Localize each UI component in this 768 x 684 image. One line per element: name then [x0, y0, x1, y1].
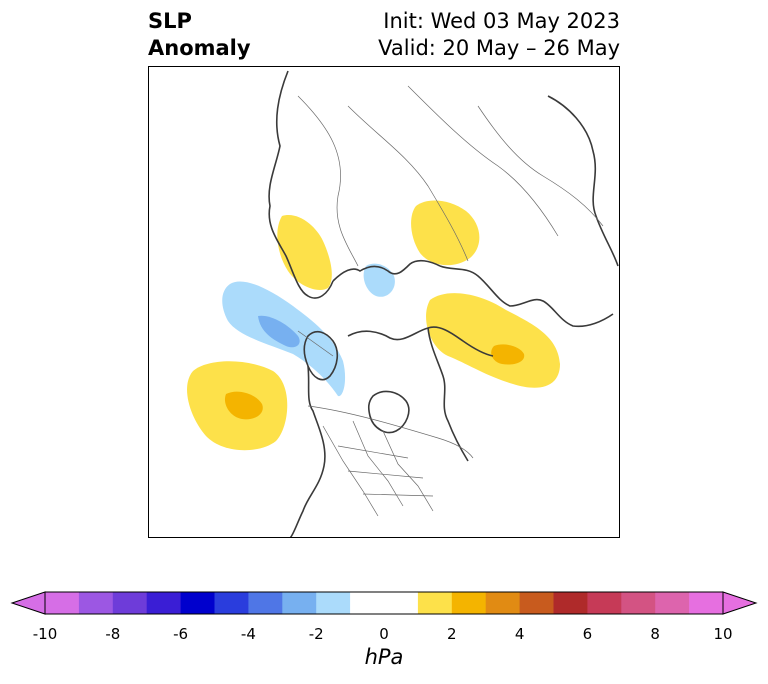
- colorbar-tick-label: -4: [240, 625, 256, 643]
- border-eurasia-1: [297, 95, 359, 267]
- anomaly-positive-pacific-east-core: [491, 344, 525, 365]
- colorbar-cell: [417, 592, 453, 614]
- coast-north-america-west: [427, 327, 469, 462]
- colorbar-tick-label: 6: [582, 625, 593, 643]
- colorbar-cells: [45, 592, 724, 614]
- colorbar-tick-label: -2: [308, 625, 324, 643]
- forecast-dates: Init: Wed 03 May 2023 Valid: 20 May – 26…: [378, 8, 620, 62]
- colorbar-outline: [44, 591, 724, 615]
- colorbar-cell: [316, 592, 351, 614]
- border-us-states-4: [337, 445, 434, 497]
- anomaly-positive-atlantic-south-core: [224, 391, 263, 420]
- map-panel: [148, 66, 620, 539]
- colorbar-cell: [214, 592, 249, 614]
- borders: [297, 85, 604, 517]
- border-canada-us: [307, 405, 474, 459]
- colorbar-cell: [350, 592, 385, 614]
- colorbar-cell: [180, 592, 215, 614]
- colorbar-cell: [553, 592, 588, 614]
- colorbar-cell: [248, 592, 283, 614]
- border-eurasia-2: [347, 105, 469, 262]
- colorbar-unit: hPa: [364, 645, 404, 669]
- colorbar-tick-label: 0: [379, 625, 389, 643]
- title-line-2: Anomaly: [148, 36, 251, 60]
- colorbar-left-arrow: [10, 591, 46, 615]
- coast-scandinavia: [332, 259, 441, 282]
- anomaly-positive-siberia: [411, 200, 480, 266]
- border-us-states-1: [322, 425, 379, 517]
- coast-asia-east: [547, 95, 619, 267]
- coast-north-america-east: [289, 365, 326, 539]
- coast-asia-arctic: [439, 265, 614, 328]
- init-date: Init: Wed 03 May 2023: [383, 9, 620, 33]
- colorbar-cell: [146, 592, 182, 614]
- anomaly-positive-europe: [277, 215, 332, 291]
- border-us-states-2: [352, 420, 404, 507]
- colorbar-cell: [485, 592, 521, 614]
- colorbar-tick-label: 2: [447, 625, 457, 643]
- map-title: SLP Anomaly: [148, 8, 251, 62]
- border-us-states-3: [382, 430, 434, 512]
- border-eurasia-3: [407, 85, 559, 237]
- colorbar-tick-label: 4: [514, 625, 525, 643]
- colorbar-tick-label: 8: [650, 625, 660, 643]
- colorbar-cell: [621, 592, 656, 614]
- polar-map: [148, 66, 620, 539]
- coastlines: [268, 70, 619, 539]
- title-line-1: SLP: [148, 9, 192, 33]
- colorbar-cell: [451, 592, 487, 614]
- colorbar-tick-label: -10: [32, 625, 58, 643]
- border-eurasia-4: [477, 105, 604, 227]
- border-alaska: [297, 330, 334, 357]
- colorbar-cell: [45, 592, 80, 614]
- anomaly-positive-pacific-east: [426, 293, 560, 388]
- colorbar-cell: [112, 592, 148, 614]
- colorbar-tick-label: -6: [173, 625, 189, 643]
- coast-greenland: [303, 330, 339, 381]
- colorbar-cell: [689, 592, 724, 614]
- anomaly-negative-arctic: [363, 263, 395, 297]
- colorbar-cell: [519, 592, 554, 614]
- colorbar-cell: [282, 592, 317, 614]
- colorbar-cell: [587, 592, 622, 614]
- anomaly-shading: [187, 200, 560, 451]
- colorbar-cell: [78, 592, 114, 614]
- colorbar-tick-label: 10: [713, 625, 733, 643]
- coast-hudson-bay: [367, 390, 410, 434]
- anomaly-negative-atlantic-core: [258, 315, 300, 348]
- map-background: [148, 66, 620, 538]
- map-border: [148, 66, 620, 538]
- colorbar-right-arrow: [722, 591, 758, 615]
- colorbar-cell: [655, 592, 690, 614]
- colorbar: [10, 591, 758, 615]
- colorbar-tick-label: -8: [105, 625, 121, 643]
- coast-europe-africa: [268, 70, 334, 299]
- valid-range: Valid: 20 May – 26 May: [378, 36, 620, 60]
- colorbar-cell: [384, 592, 419, 614]
